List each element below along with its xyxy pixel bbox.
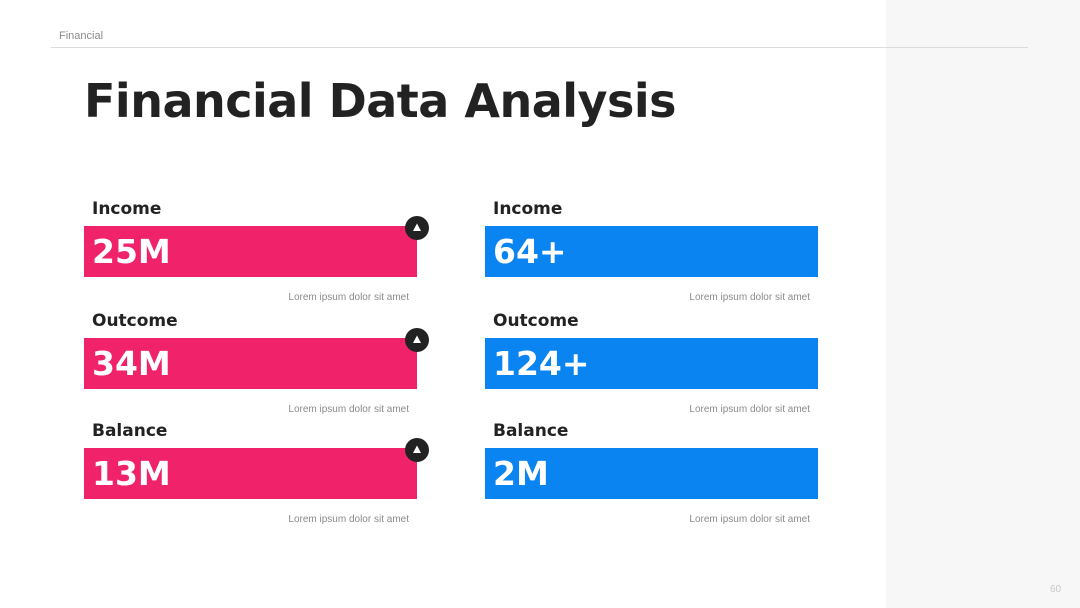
- icon-graphic: [405, 328, 429, 352]
- value-bar: 13M: [84, 448, 417, 499]
- slide-title: Financial Data Analysis: [84, 74, 677, 128]
- item-label: Outcome: [92, 311, 178, 331]
- item-label: Income: [493, 199, 563, 219]
- section-label: Financial: [59, 30, 104, 42]
- up-icon: [405, 328, 429, 352]
- header-rule: [51, 47, 1028, 48]
- item-label: Income: [92, 199, 162, 219]
- item-caption: Lorem ipsum dolor sit amet: [288, 514, 409, 525]
- value-bar: 124+: [485, 338, 818, 389]
- value-bar: 2M: [485, 448, 818, 499]
- value-bar: 25M: [84, 226, 417, 277]
- item-caption: Lorem ipsum dolor sit amet: [689, 514, 810, 525]
- item-caption: Lorem ipsum dolor sit amet: [689, 292, 810, 303]
- item-label: Outcome: [493, 311, 579, 331]
- up-icon: [405, 438, 429, 462]
- item-caption: Lorem ipsum dolor sit amet: [288, 292, 409, 303]
- page-number: 60: [1050, 584, 1062, 595]
- value-bar: 64+: [485, 226, 818, 277]
- item-label: Balance: [493, 421, 569, 441]
- value-bar: 34M: [84, 338, 417, 389]
- item-caption: Lorem ipsum dolor sit amet: [288, 404, 409, 415]
- icon-graphic: [405, 438, 429, 462]
- up-icon: [405, 216, 429, 240]
- item-caption: Lorem ipsum dolor sit amet: [689, 404, 810, 415]
- item-label: Balance: [92, 421, 168, 441]
- side-panel: [886, 0, 1080, 608]
- icon-graphic: [405, 216, 429, 240]
